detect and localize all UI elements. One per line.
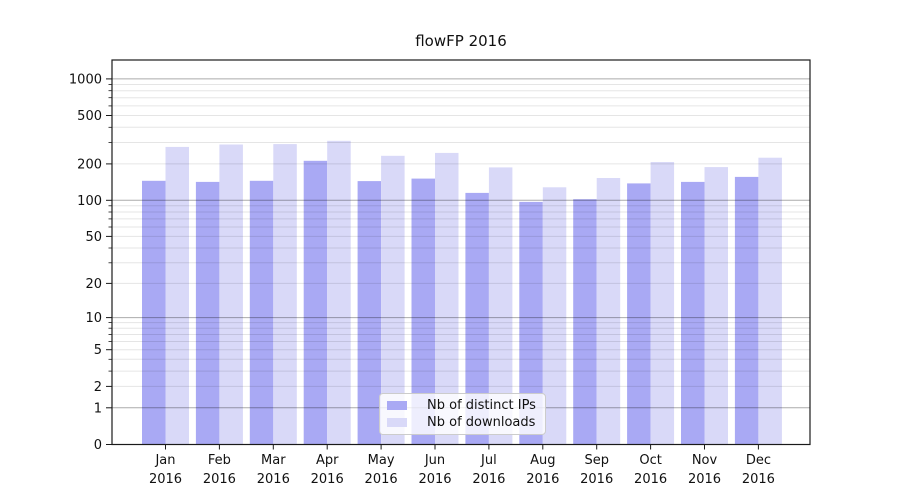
legend-item-downloads: Nb of downloads bbox=[386, 414, 539, 431]
bar-jan-downloads bbox=[165, 146, 189, 445]
bar-oct-downloads bbox=[650, 162, 675, 445]
x-tick-label-year-aug: 2016 bbox=[526, 472, 559, 487]
x-tick-label-month-feb: Feb bbox=[208, 453, 231, 468]
bar-aug-downloads bbox=[542, 187, 567, 445]
x-tick-label-year-may: 2016 bbox=[365, 472, 398, 487]
bars bbox=[142, 140, 782, 445]
y-tick-label-5: 5 bbox=[94, 343, 102, 358]
legend-label-downloads: Nb of downloads bbox=[427, 415, 536, 431]
bar-mar-downloads bbox=[273, 144, 297, 445]
y-tick-label-10: 10 bbox=[85, 311, 102, 326]
bar-nov-ips bbox=[681, 181, 705, 445]
bar-sep-ips bbox=[573, 199, 597, 445]
bar-mar-ips bbox=[249, 180, 274, 445]
bar-may-downloads bbox=[381, 155, 405, 445]
legend: Nb of distinct IPs Nb of downloads bbox=[379, 393, 546, 435]
bar-jun-ips bbox=[411, 178, 435, 445]
x-tick-label-year-jan: 2016 bbox=[149, 472, 182, 487]
x-tick-label-year-dec: 2016 bbox=[742, 472, 775, 487]
x-tick-label-month-nov: Nov bbox=[692, 453, 718, 468]
legend-label-distinct-ips: Nb of distinct IPs bbox=[427, 397, 536, 413]
bar-dec-ips bbox=[734, 176, 759, 445]
bar-sep-downloads bbox=[596, 178, 621, 445]
gridlines bbox=[112, 78, 810, 409]
x-tick-label-year-oct: 2016 bbox=[634, 472, 667, 487]
x-tick-label-year-jul: 2016 bbox=[472, 472, 505, 487]
chart-title: flowFP 2016 bbox=[415, 32, 507, 50]
x-tick-label-month-aug: Aug bbox=[530, 453, 555, 468]
legend-item-distinct-ips: Nb of distinct IPs bbox=[386, 397, 539, 414]
x-tick-label-year-mar: 2016 bbox=[257, 472, 290, 487]
y-tick-label-1000: 1000 bbox=[69, 72, 102, 87]
x-tick-label-month-dec: Dec bbox=[746, 453, 771, 468]
bar-aug-ips bbox=[519, 201, 543, 445]
bar-jul-downloads bbox=[488, 167, 513, 445]
bar-jun-downloads bbox=[435, 152, 459, 445]
x-tick-label-year-apr: 2016 bbox=[311, 472, 344, 487]
bar-oct-ips bbox=[627, 183, 651, 445]
y-tick-label-100: 100 bbox=[77, 194, 102, 209]
x-tick-label-year-sep: 2016 bbox=[580, 472, 613, 487]
bar-feb-downloads bbox=[219, 144, 243, 445]
x-tick-label-month-sep: Sep bbox=[584, 453, 609, 468]
x-tick-label-month-oct: Oct bbox=[639, 453, 661, 468]
y-tick-label-0: 0 bbox=[94, 438, 102, 453]
y-tick-label-200: 200 bbox=[77, 157, 102, 172]
x-tick-label-year-feb: 2016 bbox=[203, 472, 236, 487]
bar-dec-downloads bbox=[758, 157, 782, 445]
x-tick-label-month-jan: Jan bbox=[154, 453, 175, 468]
legend-swatch-downloads-icon bbox=[387, 418, 407, 428]
x-tick-label-year-nov: 2016 bbox=[688, 472, 721, 487]
x-tick-label-month-apr: Apr bbox=[316, 453, 339, 468]
y-tick-label-500: 500 bbox=[77, 109, 102, 124]
y-axis: 0 1 2 5 10 20 50 100 200 500 1000 bbox=[69, 72, 112, 453]
bar-apr-downloads bbox=[327, 140, 351, 445]
x-tick-label-month-jun: Jun bbox=[424, 453, 445, 468]
bar-jan-ips bbox=[142, 180, 166, 445]
bar-may-ips bbox=[357, 181, 382, 445]
x-tick-label-month-may: May bbox=[368, 453, 395, 468]
x-axis: Jan 2016 Feb 2016 Mar 2016 Apr 2016 May 2016 Jun 20… bbox=[149, 444, 775, 487]
bar-jul-ips bbox=[465, 192, 489, 445]
bar-apr-ips bbox=[303, 160, 328, 445]
bar-nov-downloads bbox=[704, 167, 728, 445]
legend-swatch-distinct-ips-icon bbox=[387, 400, 407, 410]
bar-feb-ips bbox=[195, 181, 220, 445]
x-tick-label-month-jul: Jul bbox=[480, 453, 497, 468]
y-tick-label-1: 1 bbox=[94, 401, 102, 416]
x-tick-label-month-mar: Mar bbox=[261, 453, 286, 468]
y-tick-label-50: 50 bbox=[85, 230, 102, 245]
axes-frame bbox=[111, 59, 811, 446]
x-tick-label-year-jun: 2016 bbox=[418, 472, 451, 487]
y-tick-label-2: 2 bbox=[94, 380, 102, 395]
y-tick-label-20: 20 bbox=[85, 277, 102, 292]
